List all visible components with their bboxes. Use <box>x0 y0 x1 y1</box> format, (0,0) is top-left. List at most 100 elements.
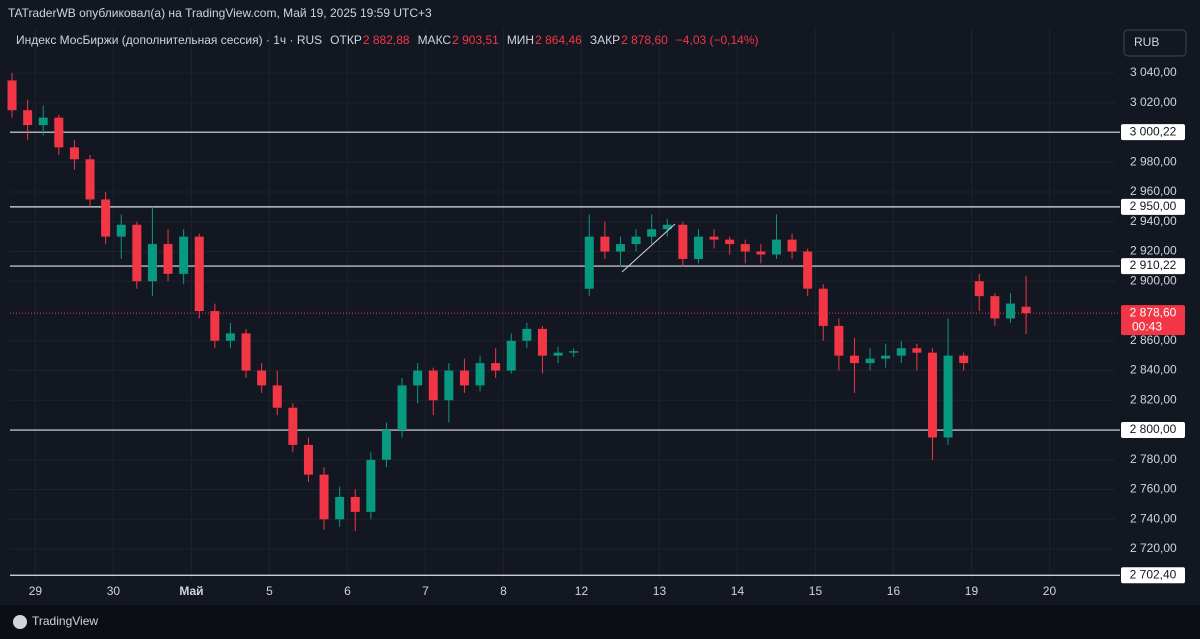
candle-body <box>428 370 438 401</box>
y-tick-label: 2 920,00 <box>1130 244 1177 258</box>
legend-item: МИН <box>507 33 534 47</box>
candle-body <box>303 444 313 475</box>
candle-body <box>522 328 532 341</box>
level-tag <box>1121 198 1185 215</box>
candle-body <box>23 110 33 126</box>
countdown: 00:43 <box>1132 319 1162 333</box>
legend-item: 2 878,60 <box>621 33 668 47</box>
candle-body <box>366 459 376 512</box>
candle-body <box>600 236 610 252</box>
x-tick-label: 5 <box>266 584 273 598</box>
x-tick-label: 8 <box>500 584 507 598</box>
candle-body <box>818 288 828 326</box>
candle-body <box>647 229 657 237</box>
plot <box>7 28 1120 580</box>
candle-body <box>584 236 594 289</box>
candle-body <box>943 355 953 438</box>
candle-body <box>725 239 735 245</box>
candle-body <box>397 385 407 431</box>
legend-item: 2 882,88 <box>363 33 410 47</box>
brand: TradingView <box>32 614 98 628</box>
x-tick-label: 6 <box>344 584 351 598</box>
y-tick-label: 2 940,00 <box>1130 214 1177 228</box>
candle-body <box>506 340 516 371</box>
x-tick-label: 20 <box>1043 584 1057 598</box>
candle-body <box>553 352 563 356</box>
level-tag <box>1121 124 1185 141</box>
candle-body <box>381 430 391 460</box>
legend: Индекс МосБиржи (дополнительная сессия) … <box>16 33 759 47</box>
publisher: TATraderWB опубликовал(а) на TradingView… <box>8 6 432 20</box>
x-tick-label: 19 <box>965 584 979 598</box>
candle-body <box>896 348 906 356</box>
y-tick-label: 2 900,00 <box>1130 273 1177 287</box>
footer-bar <box>0 605 1200 639</box>
candle-body <box>1021 306 1031 314</box>
candle-body <box>709 236 719 240</box>
x-tick-label: 15 <box>809 584 823 598</box>
legend-item: 2 864,46 <box>535 33 582 47</box>
candle-body <box>225 333 235 341</box>
candle-body <box>101 199 111 237</box>
candle-body <box>631 236 641 245</box>
legend-item: ЗАКР <box>590 33 620 47</box>
candle-body <box>257 370 267 386</box>
candle-body <box>163 244 173 274</box>
candle-body <box>959 355 969 364</box>
candle-body <box>662 224 672 230</box>
candle-body <box>834 325 844 356</box>
x-tick-label: 14 <box>731 584 745 598</box>
currency-button[interactable] <box>1123 29 1187 57</box>
candle-body <box>756 251 766 255</box>
level-label: 2 950,00 <box>1130 199 1177 213</box>
candle-body <box>475 363 485 386</box>
candle-body <box>990 296 1000 319</box>
x-tick-label: 30 <box>107 584 121 598</box>
candle-body <box>288 407 298 445</box>
currency[interactable]: RUB <box>1134 35 1159 49</box>
last-price-tag <box>1121 305 1185 336</box>
x-tick-label: 7 <box>422 584 429 598</box>
y-tick-label: 2 720,00 <box>1130 541 1177 555</box>
candle-body <box>38 117 48 126</box>
level-tag <box>1121 258 1185 275</box>
candle-body <box>678 224 688 259</box>
candle-body <box>272 385 282 408</box>
candle-body <box>881 355 891 359</box>
logo <box>13 615 27 629</box>
candle-body <box>350 496 360 512</box>
y-tick-label: 2 960,00 <box>1130 184 1177 198</box>
candle-body <box>69 147 79 160</box>
candle-body <box>1005 303 1015 319</box>
level-label: 2 800,00 <box>1130 422 1177 436</box>
x-tick-label: 16 <box>887 584 901 598</box>
legend-item: −4,03 (−0,14%) <box>676 33 759 47</box>
y-tick-label: 2 740,00 <box>1130 511 1177 525</box>
candle-body <box>771 239 781 255</box>
candle-body <box>444 370 454 401</box>
candle-body <box>85 159 95 200</box>
trend-line <box>621 223 676 273</box>
candle-body <box>413 370 423 386</box>
candle-body <box>615 244 625 252</box>
candle-body <box>849 355 859 364</box>
candle-body <box>116 224 126 237</box>
x-tick-label: 29 <box>29 584 43 598</box>
candle-body <box>740 244 750 252</box>
candle-body <box>693 236 703 259</box>
candle-body <box>912 348 922 353</box>
y-tick-label: 3 020,00 <box>1130 95 1177 109</box>
candle-body <box>7 80 17 111</box>
legend-item: Индекс МосБиржи (дополнительная сессия) … <box>16 33 322 47</box>
level-tag <box>1121 422 1185 439</box>
level-tag <box>1121 567 1185 584</box>
candle-body <box>787 239 797 252</box>
candle-body <box>319 474 329 520</box>
candle-body <box>147 244 157 282</box>
candle-body <box>210 311 220 341</box>
candle-body <box>54 117 64 148</box>
legend-item: 2 903,51 <box>452 33 499 47</box>
